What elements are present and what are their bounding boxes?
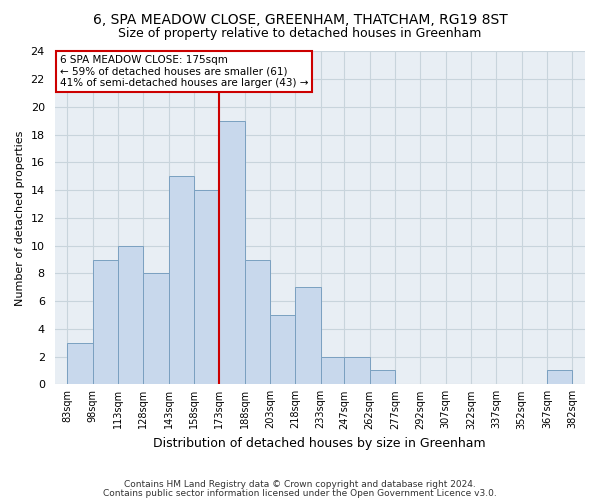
- Text: Contains public sector information licensed under the Open Government Licence v3: Contains public sector information licen…: [103, 488, 497, 498]
- Bar: [344, 356, 370, 384]
- Bar: [67, 342, 92, 384]
- Text: Size of property relative to detached houses in Greenham: Size of property relative to detached ho…: [118, 28, 482, 40]
- Bar: [118, 246, 143, 384]
- Text: Contains HM Land Registry data © Crown copyright and database right 2024.: Contains HM Land Registry data © Crown c…: [124, 480, 476, 489]
- Bar: [270, 315, 295, 384]
- Bar: [92, 260, 118, 384]
- Bar: [169, 176, 194, 384]
- Bar: [547, 370, 572, 384]
- Text: 6, SPA MEADOW CLOSE, GREENHAM, THATCHAM, RG19 8ST: 6, SPA MEADOW CLOSE, GREENHAM, THATCHAM,…: [92, 12, 508, 26]
- Bar: [295, 287, 320, 384]
- Y-axis label: Number of detached properties: Number of detached properties: [15, 130, 25, 306]
- Bar: [219, 121, 245, 384]
- Bar: [194, 190, 219, 384]
- Text: 6 SPA MEADOW CLOSE: 175sqm
← 59% of detached houses are smaller (61)
41% of semi: 6 SPA MEADOW CLOSE: 175sqm ← 59% of deta…: [60, 55, 308, 88]
- Bar: [143, 274, 169, 384]
- Bar: [320, 356, 344, 384]
- Bar: [245, 260, 270, 384]
- X-axis label: Distribution of detached houses by size in Greenham: Distribution of detached houses by size …: [154, 437, 486, 450]
- Bar: [370, 370, 395, 384]
